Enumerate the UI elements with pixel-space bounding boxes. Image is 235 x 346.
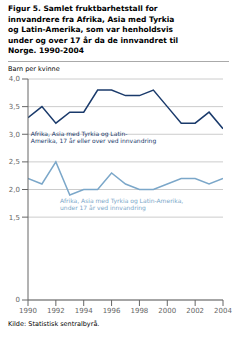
html-text:Figur 5. Samlet fruktbarhetsta: Figur 5. Samlet fruktbarhetstall for bbox=[8, 4, 158, 13]
svg-text:Afrika, Asia med Tyrkia og Lat: Afrika, Asia med Tyrkia og Latin-Amerika… bbox=[31, 129, 157, 145]
svg-text:1990: 1990 bbox=[19, 306, 37, 314]
html-text:under og over 17 år da de innv: under og over 17 år da de innvandret til bbox=[8, 35, 179, 45]
svg-text:1992: 1992 bbox=[47, 306, 65, 314]
svg-text:3,0: 3,0 bbox=[9, 130, 20, 138]
svg-text:1,5: 1,5 bbox=[9, 213, 20, 221]
svg-text:2000: 2000 bbox=[158, 306, 176, 314]
svg-text:1996: 1996 bbox=[103, 306, 121, 314]
svg-text:2,5: 2,5 bbox=[9, 158, 20, 166]
svg-text:1998: 1998 bbox=[131, 306, 149, 314]
html-text:og Latin-Amerika, som var henh: og Latin-Amerika, som var henholdsvis bbox=[8, 25, 173, 34]
svg-text:4,0: 4,0 bbox=[9, 75, 20, 83]
svg-text:2002: 2002 bbox=[186, 306, 204, 314]
svg-text:1994: 1994 bbox=[75, 306, 93, 314]
svg-text:3,5: 3,5 bbox=[9, 103, 20, 111]
svg-text:0: 0 bbox=[16, 296, 20, 304]
html-text:innvandrere fra Afrika, Asia m: innvandrere fra Afrika, Asia med Tyrkia bbox=[8, 14, 175, 24]
html-text:Barn per kvinne: Barn per kvinne bbox=[8, 64, 60, 73]
svg-text:2,0: 2,0 bbox=[9, 185, 20, 193]
svg-text:Afrika, Asia med Tyrkia og Lat: Afrika, Asia med Tyrkia og Latin-Amerika… bbox=[60, 196, 183, 212]
svg-text:2004: 2004 bbox=[214, 306, 227, 314]
html-text:Kilde: Statistisk sentralbyrå.: Kilde: Statistisk sentralbyrå. bbox=[8, 319, 100, 328]
html-text:Norge. 1990-2004: Norge. 1990-2004 bbox=[8, 46, 84, 55]
